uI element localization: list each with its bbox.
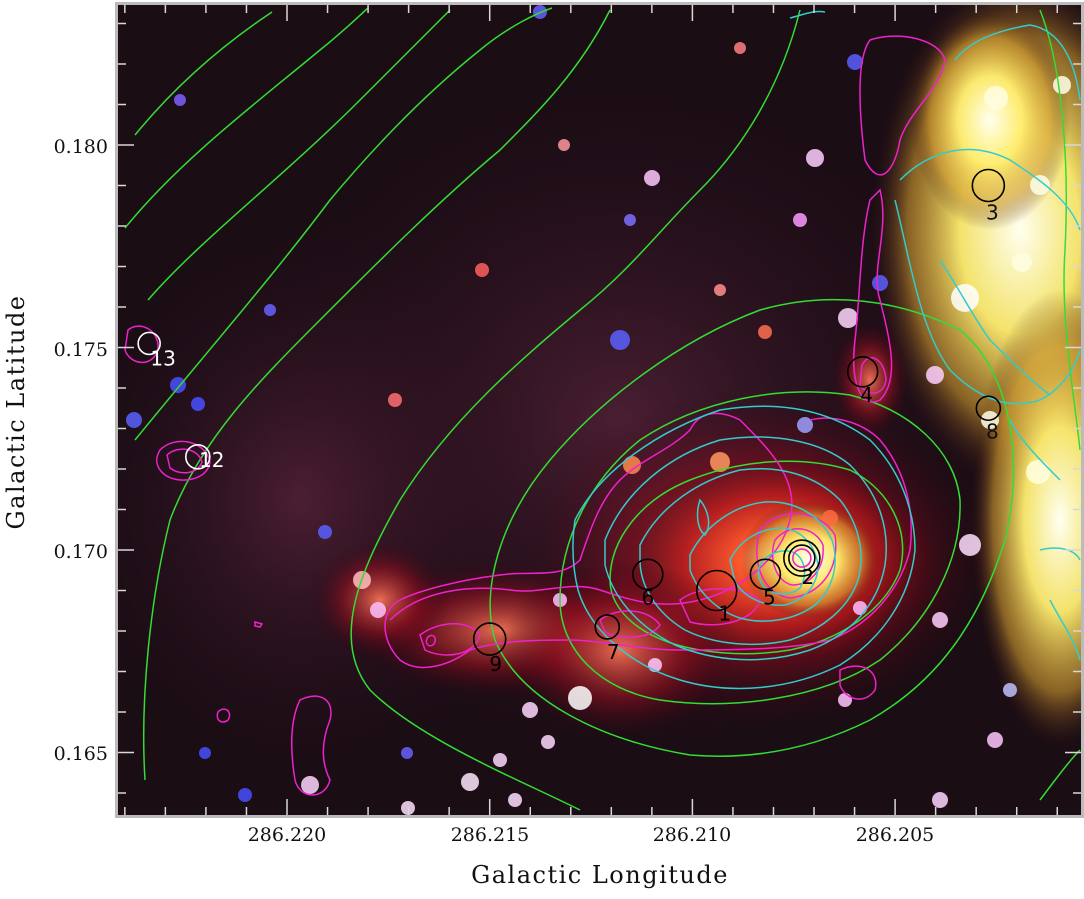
source-circle	[137, 331, 161, 356]
axis-ticks	[118, 5, 1081, 815]
y-tick-label: 0.175	[54, 339, 108, 361]
x-tick-labels: 286.220 286.215 286.210 286.205	[248, 824, 935, 846]
x-tick-label: 286.220	[248, 824, 327, 846]
source-label: 2	[801, 565, 814, 589]
source-marker: 12	[185, 444, 225, 472]
source-circle	[594, 614, 621, 640]
source-circle	[472, 622, 507, 656]
source-label: 9	[489, 652, 502, 676]
y-tick-label: 0.180	[54, 136, 108, 158]
source-circle	[788, 544, 816, 572]
source-marker: 6	[632, 558, 664, 609]
source-circle	[792, 548, 812, 568]
source-marker: 3	[971, 168, 1006, 225]
x-tick-label: 286.215	[451, 824, 530, 846]
green-contours	[124, 7, 1081, 811]
source-marker: 1	[695, 569, 738, 626]
source-marker: 9	[472, 622, 507, 676]
source-circle	[783, 539, 821, 577]
source-circle	[632, 558, 664, 591]
x-tick-label: 286.210	[653, 824, 732, 846]
source-circle	[749, 558, 782, 591]
y-axis-title: Galactic Latitude	[2, 294, 30, 529]
source-label: 6	[641, 585, 654, 609]
source-circle	[695, 569, 738, 612]
source-label: 4	[860, 383, 873, 407]
source-marker: 4	[846, 355, 879, 407]
x-axis-title: Galactic Longitude	[471, 861, 729, 889]
source-marker: 13	[137, 331, 176, 370]
y-tick-labels: 0.180 0.175 0.170 0.165	[54, 136, 108, 765]
source-label: 1	[718, 602, 731, 626]
source-circle	[971, 168, 1006, 203]
source-circle	[185, 444, 211, 470]
plot-frame	[115, 2, 1084, 818]
source-label: 7	[607, 640, 620, 664]
source-circle	[975, 395, 1002, 422]
source-label: 12	[199, 448, 224, 472]
source-marker: 2	[783, 539, 821, 589]
source-label: 3	[986, 201, 999, 225]
source-marker: 5	[749, 558, 782, 609]
x-tick-label: 286.205	[856, 824, 935, 846]
source-label: 8	[986, 419, 999, 443]
source-marker: 8	[975, 395, 1002, 443]
source-label: 13	[150, 346, 175, 370]
source-marker: 7	[594, 614, 621, 664]
y-tick-label: 0.165	[54, 743, 108, 765]
y-tick-label: 0.170	[54, 541, 108, 563]
sky-image	[118, 5, 1081, 815]
source-circle	[846, 355, 879, 388]
source-label: 5	[763, 585, 776, 609]
